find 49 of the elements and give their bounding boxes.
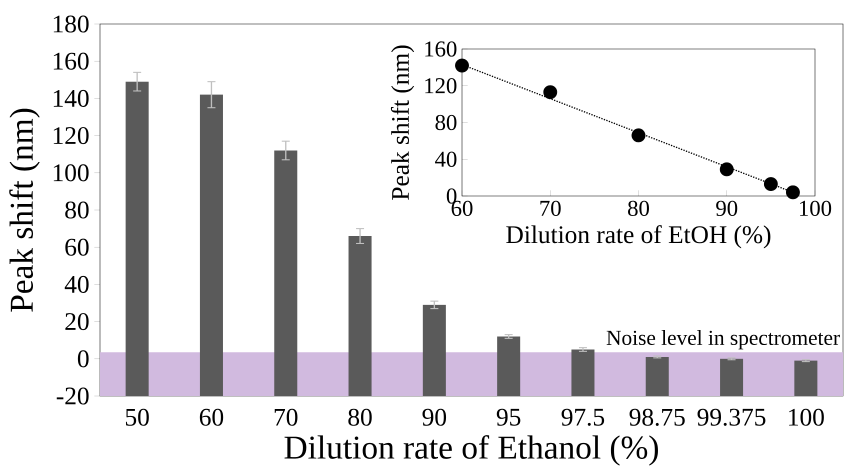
y-axis-title: Peak shift (nm): [390, 46, 414, 200]
y-tick-label: 100: [54, 164, 89, 182]
point: [764, 177, 778, 191]
bar: [200, 94, 223, 396]
x-tick-label: 100: [789, 408, 824, 426]
x-axis-title: Dilution rate of Ethanol (%): [284, 435, 658, 466]
y-tick-label: 120: [54, 127, 89, 144]
x-tick-label: 90: [422, 408, 446, 426]
x-tick-label: 99.375: [698, 408, 766, 426]
y-tick-label: 0: [78, 350, 89, 368]
bar: [571, 350, 594, 396]
bar: [497, 336, 520, 396]
x-tick-label: 90: [716, 200, 738, 216]
y-tick-label: 20: [65, 313, 89, 330]
y-tick-label: 140: [54, 90, 89, 107]
point: [720, 162, 734, 176]
point: [632, 128, 646, 142]
y-tick-label: 80: [435, 114, 456, 130]
y-tick-label: 120: [425, 78, 456, 94]
point: [455, 58, 469, 72]
y-tick-label: 40: [435, 152, 456, 167]
bar: [348, 236, 372, 396]
x-tick-label: 98.75: [630, 408, 685, 426]
x-axis-title: Dilution rate of EtOH (%): [506, 225, 770, 248]
point: [543, 85, 558, 100]
y-tick-label: 160: [54, 52, 89, 70]
bar: [422, 304, 446, 396]
y-axis-title: Peak shift (nm): [9, 108, 40, 312]
x-tick-label: 70: [274, 408, 298, 426]
x-tick-label: 50: [126, 408, 149, 426]
bar: [274, 150, 298, 396]
band-label: Noise level in spectrometer: [606, 330, 840, 350]
x-tick-label: 80: [628, 200, 649, 216]
bar: [126, 82, 149, 396]
y-tick-label: 160: [425, 41, 456, 57]
y-tick-label: 180: [54, 15, 89, 33]
x-tick-label: 70: [540, 200, 561, 216]
bar: [720, 358, 744, 396]
bar: [794, 360, 818, 396]
y-tick-label: 40: [64, 276, 89, 293]
x-tick-label: 60: [200, 408, 224, 426]
y-tick-label: -20: [56, 387, 89, 405]
y-tick-label: 60: [65, 238, 89, 256]
bar: [646, 356, 669, 396]
x-tick-label: 95: [496, 408, 520, 426]
x-tick-label: 97.5: [562, 408, 604, 426]
x-tick-label: 100: [800, 200, 832, 216]
point: [786, 185, 800, 200]
x-tick-label: 80: [348, 408, 372, 426]
